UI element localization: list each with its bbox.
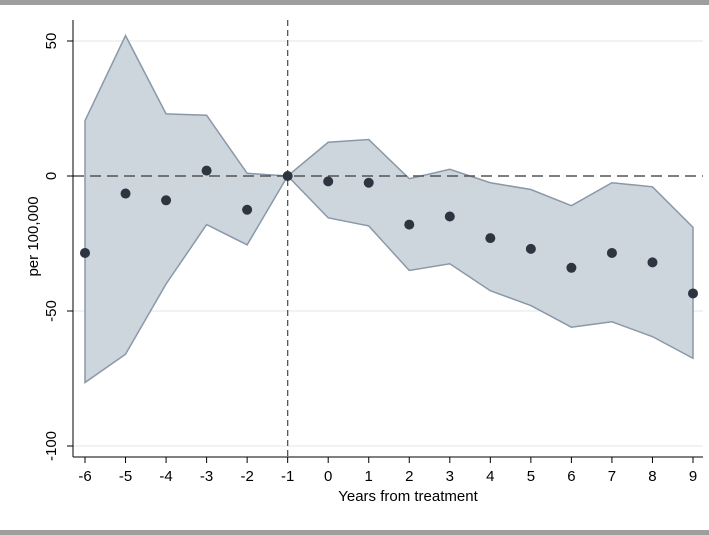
axes: -100 -50 0 50 -6 -5 -4 -3 -2 -1 0 1 2 3 4 5 6 7 8 9 bbox=[43, 20, 703, 485]
point-estimate--2 bbox=[242, 204, 253, 215]
point-estimate-7 bbox=[606, 247, 617, 258]
point-estimate--6 bbox=[80, 247, 90, 258]
point-estimate-4 bbox=[485, 233, 496, 244]
x-axis-title: Years from treatment bbox=[338, 488, 478, 505]
point-estimate-3 bbox=[444, 211, 455, 222]
x-tick-label-3: 3 bbox=[446, 468, 454, 485]
point-estimate-1 bbox=[363, 177, 374, 188]
point-estimate-5 bbox=[525, 243, 536, 254]
point-estimate-2 bbox=[404, 219, 415, 230]
point-estimate--5 bbox=[120, 188, 131, 199]
x-tick-label-8: 8 bbox=[648, 468, 656, 485]
x-tick-label-0: 0 bbox=[324, 468, 332, 485]
y-tick-label--100: -100 bbox=[43, 431, 60, 461]
confidence-band bbox=[84, 33, 694, 384]
point-estimate-9 bbox=[688, 288, 698, 299]
x-tick-label-2: 2 bbox=[405, 468, 413, 485]
point-estimate--1 bbox=[282, 171, 293, 181]
point-estimates bbox=[80, 165, 698, 299]
y-tick-label-50: 50 bbox=[43, 33, 60, 50]
x-tick-label-5: 5 bbox=[527, 468, 535, 485]
y-tick-label-0: 0 bbox=[43, 172, 60, 180]
x-tick-label--2: -2 bbox=[240, 468, 253, 485]
bottom-frame-bar bbox=[0, 530, 709, 535]
point-estimate-6 bbox=[566, 262, 577, 273]
top-frame-bar bbox=[0, 0, 709, 5]
x-tick-label--6: -6 bbox=[78, 468, 91, 485]
point-estimate-8 bbox=[647, 257, 658, 268]
ci-area bbox=[84, 33, 694, 384]
x-tick-label--5: -5 bbox=[119, 468, 132, 485]
x-tick-label-6: 6 bbox=[567, 468, 575, 485]
point-estimate--3 bbox=[201, 165, 212, 176]
reference-lines bbox=[73, 20, 703, 457]
point-estimate--4 bbox=[161, 195, 172, 206]
x-tick-label--4: -4 bbox=[159, 468, 172, 485]
x-tick-label-7: 7 bbox=[608, 468, 616, 485]
y-tick-label--50: -50 bbox=[43, 300, 60, 322]
x-tick-label--3: -3 bbox=[200, 468, 213, 485]
x-tick-label-9: 9 bbox=[689, 468, 697, 485]
x-tick-label-1: 1 bbox=[365, 468, 373, 485]
x-tick-label-4: 4 bbox=[486, 468, 494, 485]
y-axis-title: per 100,000 bbox=[25, 196, 42, 276]
point-estimate-0 bbox=[323, 176, 334, 187]
x-tick-label--1: -1 bbox=[281, 468, 294, 485]
